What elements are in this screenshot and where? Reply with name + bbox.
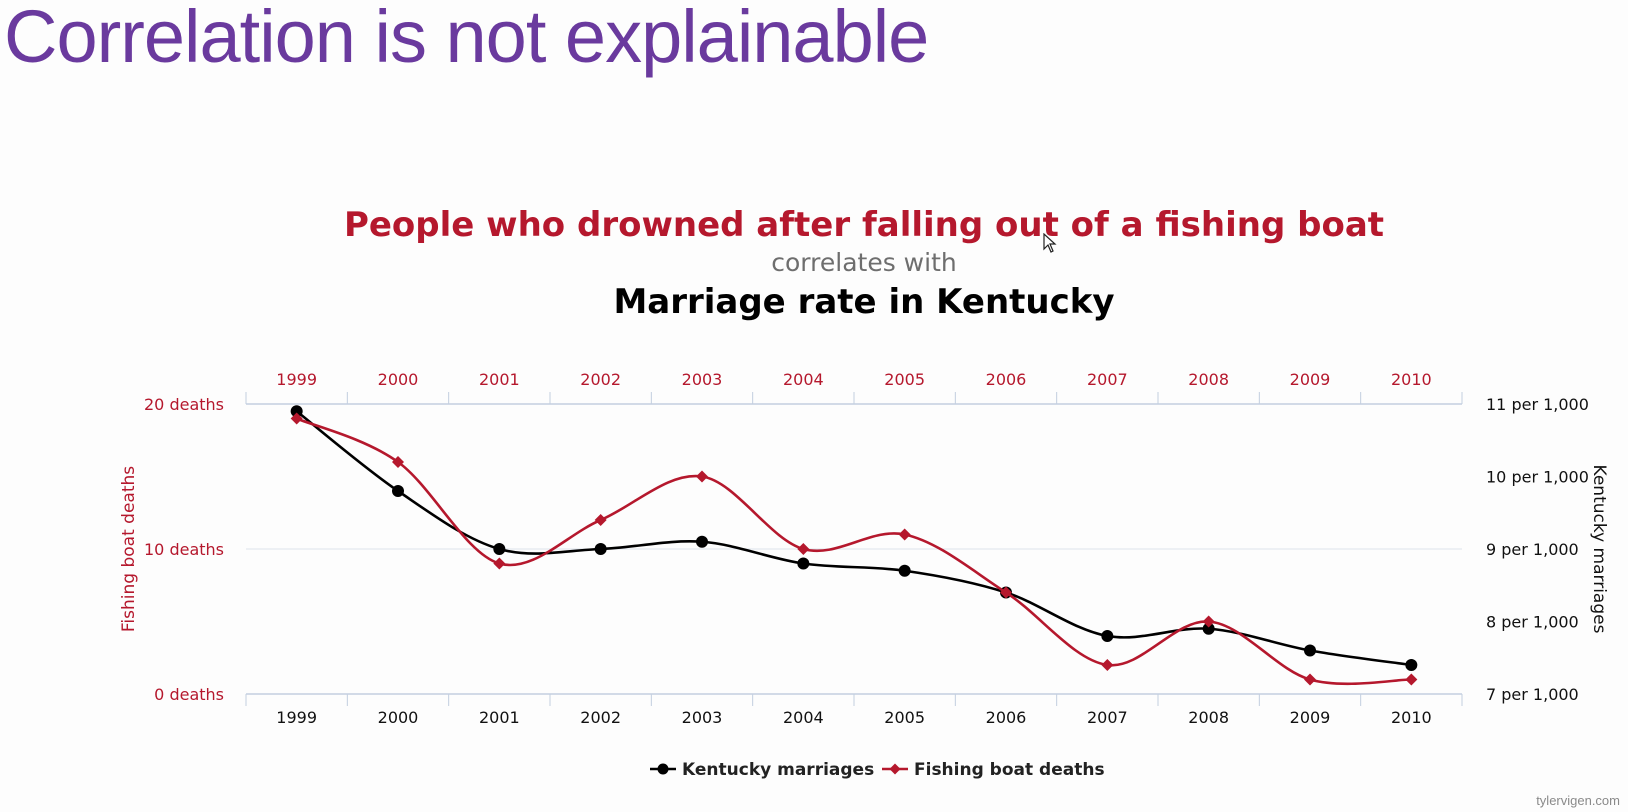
chart-subtitle: Marriage rate in Kentucky [613,282,1115,322]
chart-connector-text: correlates with [771,248,957,277]
fishing-boat-deaths-point [290,412,303,425]
bottom-year-label: 2005 [884,708,925,727]
chart-title: People who drowned after falling out of … [343,205,1385,245]
bottom-year-label: 2000 [378,708,419,727]
bottom-year-label: 2007 [1087,708,1128,727]
top-year-label: 2010 [1391,370,1432,389]
top-year-label: 2007 [1087,370,1128,389]
top-year-label: 2006 [986,370,1027,389]
bottom-year-label: 2001 [479,708,520,727]
bottom-year-label: 2004 [783,708,824,727]
fishing-boat-deaths-point [493,557,506,570]
left-axis-tick-label: 0 deaths [154,685,224,704]
kentucky-marriages-point [392,485,404,497]
fishing-boat-deaths-point [898,528,911,541]
fishing-boat-deaths-point [1202,615,1215,628]
left-axis-tick-label: 10 deaths [144,540,224,559]
legend-diamond-icon [889,763,901,775]
fishing-boat-deaths-point [1101,659,1114,671]
fishing-boat-deaths-point [594,514,607,526]
bottom-year-label: 2009 [1290,708,1331,727]
top-year-label: 2009 [1290,370,1331,389]
bottom-year-label: 2008 [1188,708,1229,727]
mouse-cursor-icon [1043,232,1057,258]
right-axis-title: Kentucky marriages [1589,465,1609,634]
top-year-label: 2001 [479,370,520,389]
right-axis-tick-label: 9 per 1,000 [1486,540,1579,559]
left-axis-tick-label: 20 deaths [144,395,224,414]
kentucky-marriages-point [1202,622,1215,635]
right-axis-tick-label: 8 per 1,000 [1486,613,1579,632]
fishing-boat-deaths-point [1304,673,1316,686]
bottom-year-label: 2003 [682,708,723,727]
kentucky-marriages-point [594,543,607,555]
right-axis-tick-label: 7 per 1,000 [1486,685,1579,704]
top-year-label: 2008 [1188,370,1229,389]
bottom-year-label: 2002 [580,708,621,727]
legend-circle-icon [657,763,669,775]
kentucky-marriages-point [1304,644,1316,657]
kentucky-marriages-point [1405,659,1418,671]
legend-label: Kentucky marriages [682,760,874,780]
fishing-boat-deaths-point [1000,586,1012,599]
bottom-year-label: 2006 [986,708,1027,727]
top-year-label: 2005 [884,370,925,389]
fishing-boat-deaths-point [1405,673,1418,686]
right-axis-tick-label: 11 per 1,000 [1486,395,1589,414]
bottom-year-label: 1999 [276,708,317,727]
slide-title: Correlation is not explainable [4,0,929,78]
left-axis-title: Fishing boat deaths [119,466,139,632]
kentucky-marriages-point [696,535,708,548]
kentucky-marriages-point [898,564,911,577]
fishing-boat-deaths-point [797,543,810,555]
fishing-boat-deaths-line [296,417,1412,686]
kentucky-marriages-line [295,410,1412,667]
kentucky-marriages-point [493,543,506,555]
kentucky-marriages-point [797,557,810,570]
fishing-boat-deaths-point [696,470,708,483]
legend-label: Fishing boat deaths [914,760,1105,780]
top-year-label: 2003 [682,370,723,389]
kentucky-marriages-point [1101,630,1114,642]
top-year-label: 2002 [580,370,621,389]
top-year-label: 2000 [378,370,419,389]
right-axis-tick-label: 10 per 1,000 [1486,468,1589,487]
top-year-label: 1999 [276,370,317,389]
source-credit: tylervigen.com [1536,793,1620,808]
fishing-boat-deaths-point [392,456,404,468]
kentucky-marriages-point [290,405,303,418]
bottom-year-label: 2010 [1391,708,1432,727]
top-year-label: 2004 [783,370,824,389]
